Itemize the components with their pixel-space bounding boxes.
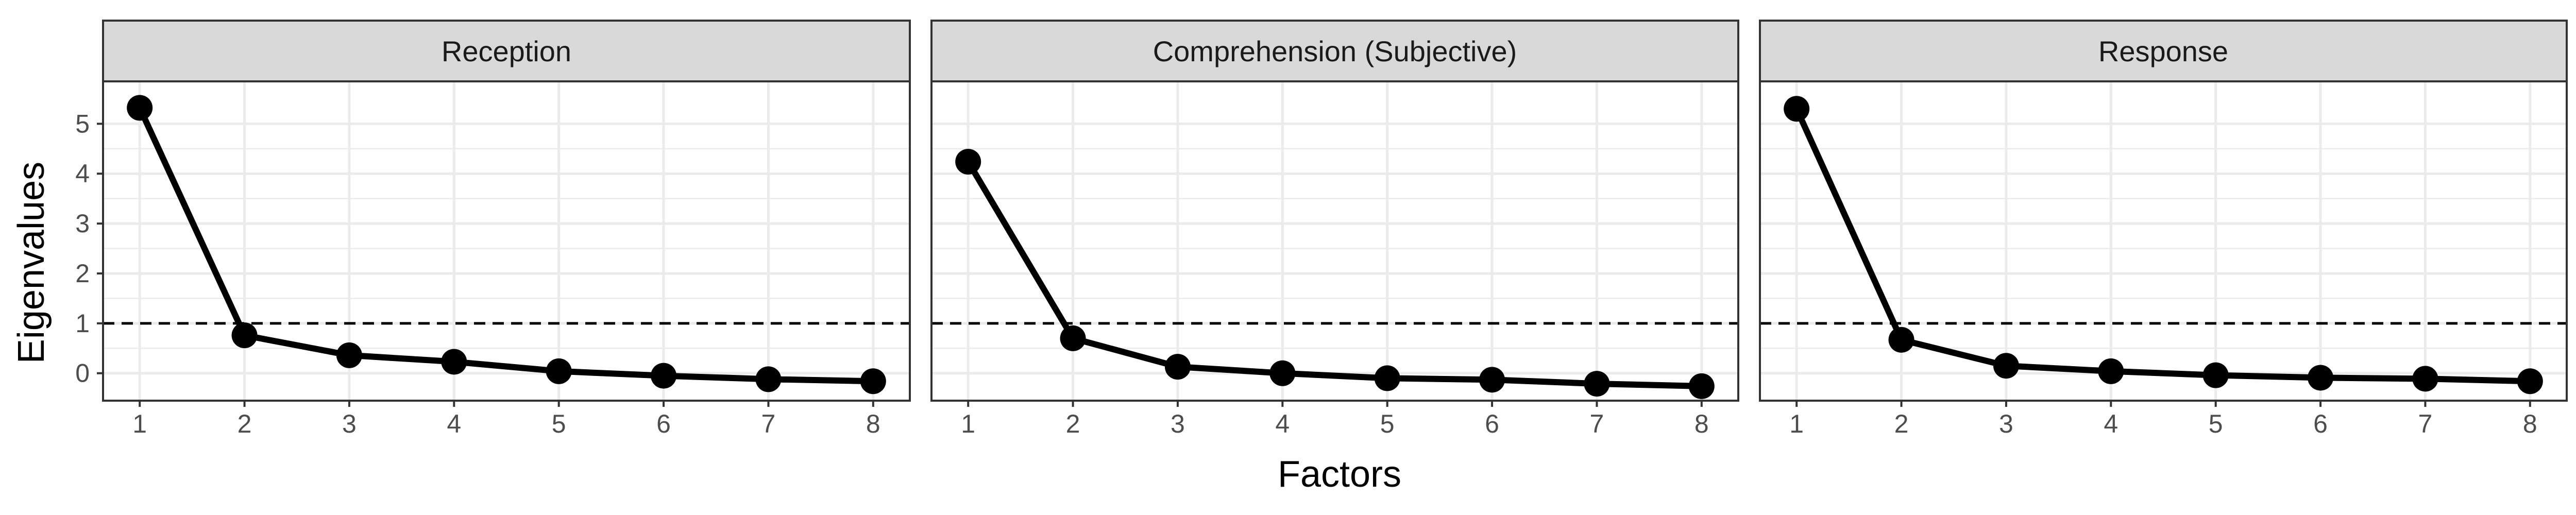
panel-1: Reception 1 2 3 4 5 6 7 8: [102, 20, 911, 438]
panel-border: [102, 80, 911, 402]
data-point: [231, 322, 258, 349]
y-tick-label: 0: [75, 359, 90, 388]
data-point: [2412, 366, 2438, 392]
data-point: [336, 342, 362, 368]
x-tick-label: 1: [132, 409, 147, 438]
x-tick-label: 3: [342, 409, 357, 438]
series-line: [137, 106, 873, 385]
plot-area: [931, 81, 1738, 401]
x-tick-label: 8: [866, 409, 880, 438]
data-point: [1888, 327, 1914, 353]
y-tick-label: 1: [75, 309, 90, 338]
data-point: [955, 148, 981, 175]
x-tick-label: 3: [1999, 409, 2013, 438]
x-tick-label: 5: [1380, 409, 1395, 438]
x-tick-label: 7: [2418, 409, 2433, 438]
x-tick-label: 4: [1275, 409, 1290, 438]
y-tick-label: 5: [75, 109, 90, 138]
x-tick-label: 2: [238, 409, 252, 438]
x-tick-label: 4: [2104, 409, 2118, 438]
data-point: [1479, 367, 1505, 393]
x-tick-label: 6: [656, 409, 671, 438]
x-tick-label: 5: [2209, 409, 2223, 438]
y-tick-label: 2: [75, 259, 90, 288]
x-tick-label: 1: [1789, 409, 1804, 438]
x-tick-label: 6: [1485, 409, 1499, 438]
panel-strip: [102, 20, 911, 82]
data-point: [546, 358, 572, 384]
x-tick-label: 5: [552, 409, 566, 438]
data-point: [1374, 365, 1400, 391]
data-point: [441, 349, 467, 375]
x-tick-label: 8: [2523, 409, 2537, 438]
x-tick-label: 3: [1171, 409, 1185, 438]
data-point: [1784, 96, 1810, 122]
panel-border: [1759, 80, 2568, 402]
panel-strip: [1759, 20, 2568, 82]
x-axis-label: Factors: [1278, 454, 1401, 495]
plot-area: [103, 81, 910, 401]
data-point: [127, 95, 153, 121]
data-point: [1269, 360, 1296, 386]
panel-strip: [930, 20, 1739, 82]
data-point: [2098, 358, 2124, 384]
x-tick-label: 8: [1694, 409, 1709, 438]
x-tick-label: 2: [1066, 409, 1080, 438]
data-point: [1688, 373, 1715, 399]
panel-2: Comprehension (Subjective) 1 2 3 4 5 6 7 8: [930, 20, 1739, 438]
x-tick-label: 1: [961, 409, 975, 438]
series-line: [965, 160, 1702, 389]
data-point: [755, 366, 782, 392]
data-point: [2308, 365, 2334, 391]
y-tick-label: 4: [75, 159, 90, 188]
x-tick-label: 6: [2313, 409, 2328, 438]
data-point: [1993, 353, 2019, 379]
data-point: [860, 368, 886, 394]
panel-title: Response: [2098, 35, 2228, 67]
data-point: [2202, 362, 2229, 388]
panel-title: Reception: [442, 35, 571, 67]
x-tick-label: 2: [1894, 409, 1909, 438]
x-tick-label: 7: [761, 409, 776, 438]
data-point: [1584, 371, 1610, 397]
panel-border: [930, 80, 1739, 402]
data-point: [2517, 368, 2543, 394]
series-line: [1793, 107, 2530, 385]
data-point: [1060, 325, 1086, 351]
x-tick-label: 7: [1590, 409, 1604, 438]
y-tick-label: 3: [75, 209, 90, 238]
data-point: [651, 363, 677, 389]
y-axis-label: Eigenvalues: [11, 162, 52, 364]
y-axis: 0 1 2 3 4 5: [75, 109, 103, 388]
panel-title: Comprehension (Subjective): [1153, 35, 1517, 67]
panel-3: Response 1 2 3 4 5 6 7 8: [1759, 20, 2568, 438]
data-point: [1164, 354, 1191, 380]
plot-area: [1760, 81, 2567, 401]
x-tick-label: 4: [447, 409, 461, 438]
